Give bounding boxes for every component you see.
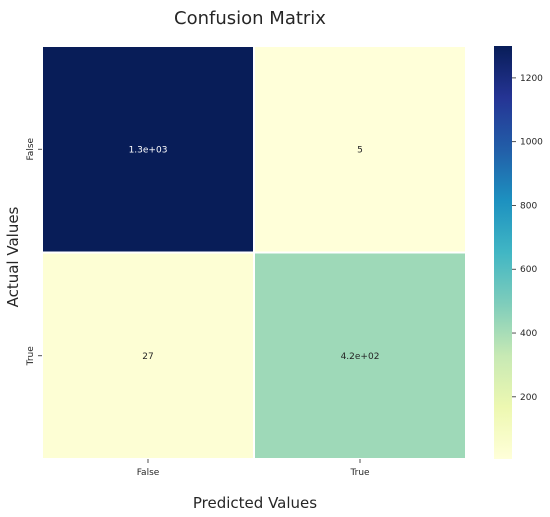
cell-annotation: 27 <box>142 352 153 362</box>
y-tick-label: True <box>26 346 36 367</box>
colorbar <box>494 46 512 459</box>
heatmap-cell <box>253 251 467 460</box>
heatmap-annotations: 1.3e+03 5 27 4.2e+02 <box>129 145 380 362</box>
cell-annotation: 1.3e+03 <box>129 145 168 155</box>
x-axis-ticks: False True <box>137 459 370 478</box>
heatmap-cell <box>41 45 255 254</box>
chart-title: Confusion Matrix <box>174 8 326 29</box>
y-axis-label: Actual Values <box>4 206 22 307</box>
x-tick-label: False <box>137 468 160 478</box>
heatmap-cell <box>253 45 467 254</box>
cell-annotation: 4.2e+02 <box>341 352 380 362</box>
colorbar-tick-label: 1000 <box>520 138 543 148</box>
cell-annotation: 5 <box>357 145 363 155</box>
colorbar-tick-label: 200 <box>520 393 537 403</box>
colorbar-tick-label: 1200 <box>520 74 543 84</box>
colorbar-ticks: 200 400 600 800 1000 1200 <box>512 74 543 403</box>
x-tick-label: True <box>349 468 370 478</box>
colorbar-tick-label: 800 <box>520 201 537 211</box>
y-axis-ticks: False True <box>26 137 42 366</box>
x-axis-label: Predicted Values <box>193 494 317 512</box>
heatmap-cells <box>41 45 467 460</box>
y-tick-label: False <box>26 137 36 160</box>
colorbar-tick-label: 400 <box>520 329 537 339</box>
heatmap-cell <box>41 251 255 460</box>
colorbar-tick-label: 600 <box>520 265 537 275</box>
